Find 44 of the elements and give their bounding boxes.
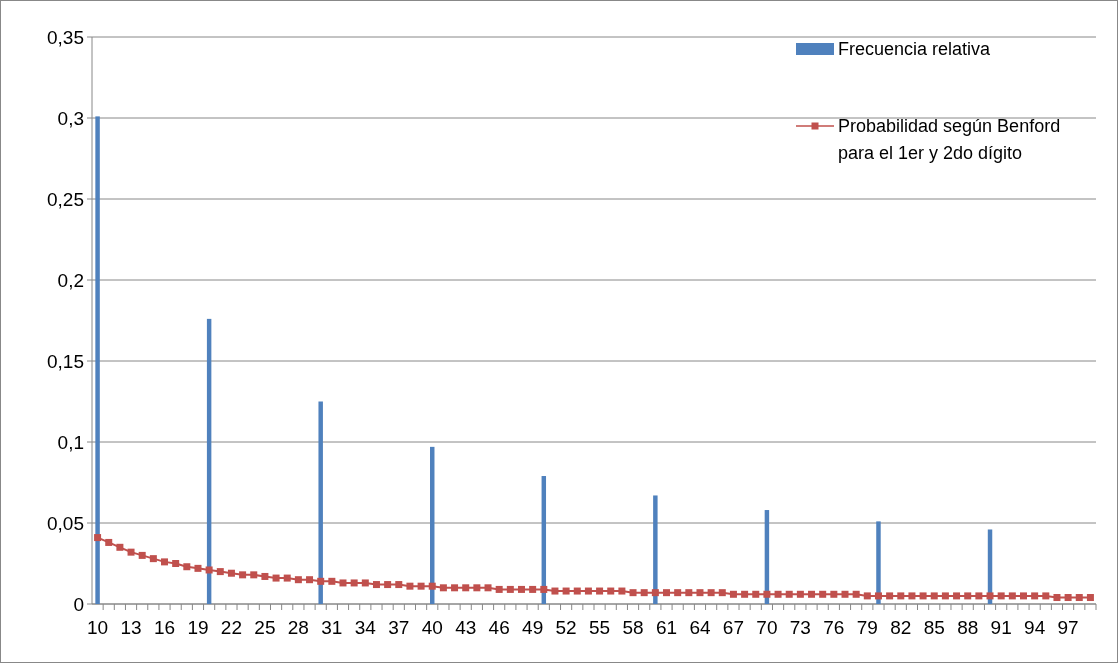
x-tick-label: 79 bbox=[856, 617, 878, 638]
x-tick-label: 46 bbox=[488, 617, 510, 638]
x-tick-label: 37 bbox=[388, 617, 410, 638]
x-tick-label: 64 bbox=[689, 617, 711, 638]
y-tick-label: 0,15 bbox=[47, 350, 84, 372]
x-tick-label: 82 bbox=[890, 617, 912, 638]
x-tick-label: 40 bbox=[421, 617, 443, 638]
x-tick-label: 73 bbox=[789, 617, 811, 638]
x-tick-label: 13 bbox=[120, 617, 142, 638]
y-tick-label: 0,3 bbox=[57, 107, 84, 129]
x-tick-label: 76 bbox=[823, 617, 845, 638]
x-tick-label: 31 bbox=[321, 617, 343, 638]
y-tick-label: 0,25 bbox=[47, 188, 84, 210]
x-tick-label: 10 bbox=[87, 617, 109, 638]
x-tick-label: 52 bbox=[555, 617, 577, 638]
x-tick-label: 22 bbox=[220, 617, 243, 638]
bar bbox=[876, 521, 881, 604]
bar bbox=[95, 116, 100, 604]
x-tick-label: 88 bbox=[957, 617, 979, 638]
y-tick-label: 0,2 bbox=[57, 269, 84, 291]
x-tick-label: 55 bbox=[589, 617, 611, 638]
x-tick-label: 70 bbox=[756, 617, 778, 638]
legend-label: Frecuencia relativa bbox=[838, 39, 992, 59]
y-tick-label: 0,1 bbox=[57, 431, 84, 453]
x-tick-label: 61 bbox=[655, 617, 678, 638]
legend-label: Probabilidad según Benford para el 1er y 2do dígito bbox=[838, 116, 1061, 163]
x-tick-label: 34 bbox=[354, 617, 377, 638]
bar bbox=[653, 495, 658, 604]
x-tick-label: 43 bbox=[455, 617, 477, 638]
x-tick-label: 67 bbox=[722, 617, 745, 638]
y-tick-label: 0 bbox=[73, 593, 84, 615]
y-tick-label: 0,05 bbox=[47, 512, 84, 534]
x-tick-label: 16 bbox=[153, 617, 176, 638]
x-tick-label: 49 bbox=[522, 617, 544, 638]
bar bbox=[318, 401, 323, 604]
x-tick-label: 58 bbox=[622, 617, 644, 638]
x-tick-label: 97 bbox=[1057, 617, 1079, 638]
x-tick-label: 19 bbox=[187, 617, 209, 638]
x-tick-label: 85 bbox=[923, 617, 945, 638]
x-tick-label: 91 bbox=[990, 617, 1012, 638]
x-tick-label: 25 bbox=[254, 617, 276, 638]
y-tick-label: 0,35 bbox=[47, 26, 84, 48]
x-tick-label: 94 bbox=[1024, 617, 1046, 638]
x-tick-label: 28 bbox=[287, 617, 309, 638]
